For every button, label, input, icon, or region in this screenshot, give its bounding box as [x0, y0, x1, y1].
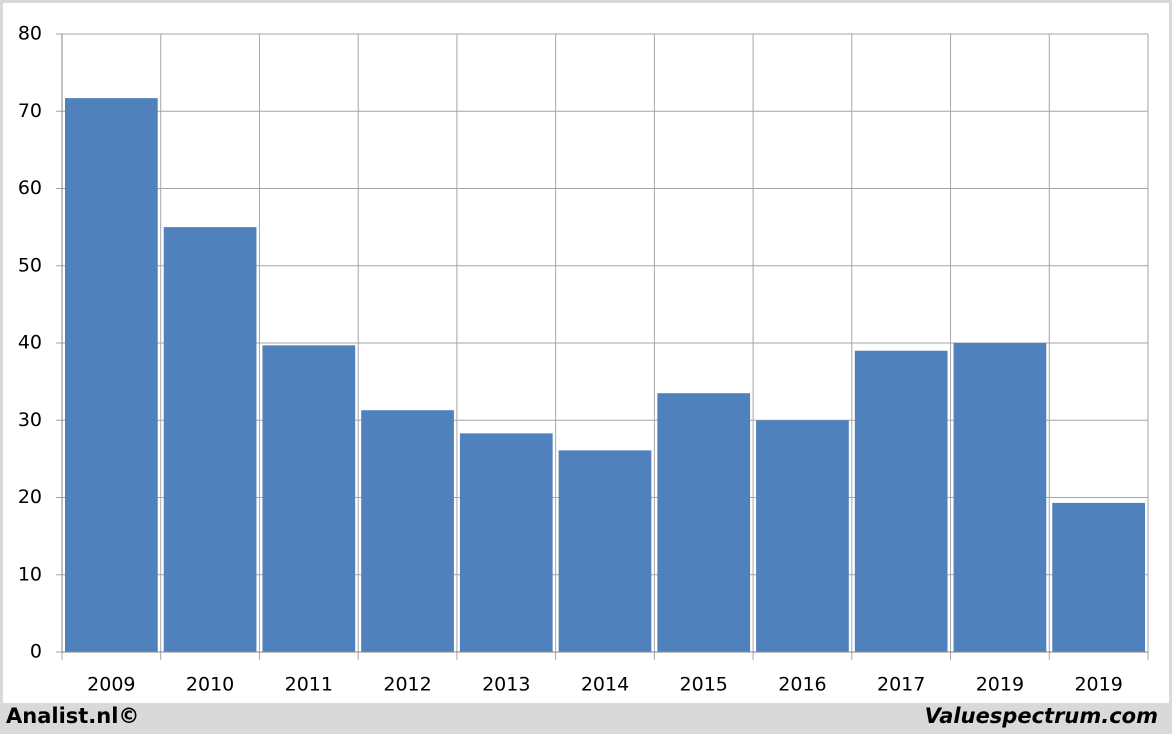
- x-tick-label: 2019: [976, 674, 1024, 696]
- bar: [756, 420, 849, 652]
- x-tick-label: 2013: [482, 674, 530, 696]
- bar: [558, 450, 652, 652]
- y-tick-label: 10: [18, 563, 42, 585]
- y-tick-label: 40: [18, 332, 42, 354]
- x-tick-label: 2019: [1074, 674, 1122, 696]
- x-tick-label: 2012: [383, 674, 431, 696]
- x-tick-label: 2009: [87, 674, 135, 696]
- x-tick-label: 2015: [680, 674, 728, 696]
- bar: [953, 343, 1047, 652]
- y-tick-label: 70: [18, 100, 42, 122]
- y-tick-label: 50: [18, 254, 42, 276]
- y-tick-label: 60: [18, 177, 42, 199]
- x-tick-label: 2016: [778, 674, 826, 696]
- y-tick-label: 30: [18, 409, 42, 431]
- bar: [459, 433, 553, 652]
- y-tick-label: 20: [18, 486, 42, 508]
- bar: [163, 227, 257, 652]
- footer-left: Analist.nl©: [6, 704, 139, 728]
- bar: [854, 350, 948, 652]
- x-tick-label: 2017: [877, 674, 925, 696]
- x-tick-label: 2010: [186, 674, 234, 696]
- bar: [361, 410, 454, 652]
- y-tick-label: 0: [30, 641, 42, 663]
- bar: [65, 98, 158, 653]
- x-tick-label: 2014: [581, 674, 629, 696]
- bar: [657, 393, 751, 652]
- footer-right: Valuespectrum.com: [925, 704, 1158, 728]
- bar: [262, 345, 356, 652]
- x-tick-label: 2011: [285, 674, 333, 696]
- y-tick-label: 80: [18, 23, 42, 45]
- bar: [1052, 502, 1145, 652]
